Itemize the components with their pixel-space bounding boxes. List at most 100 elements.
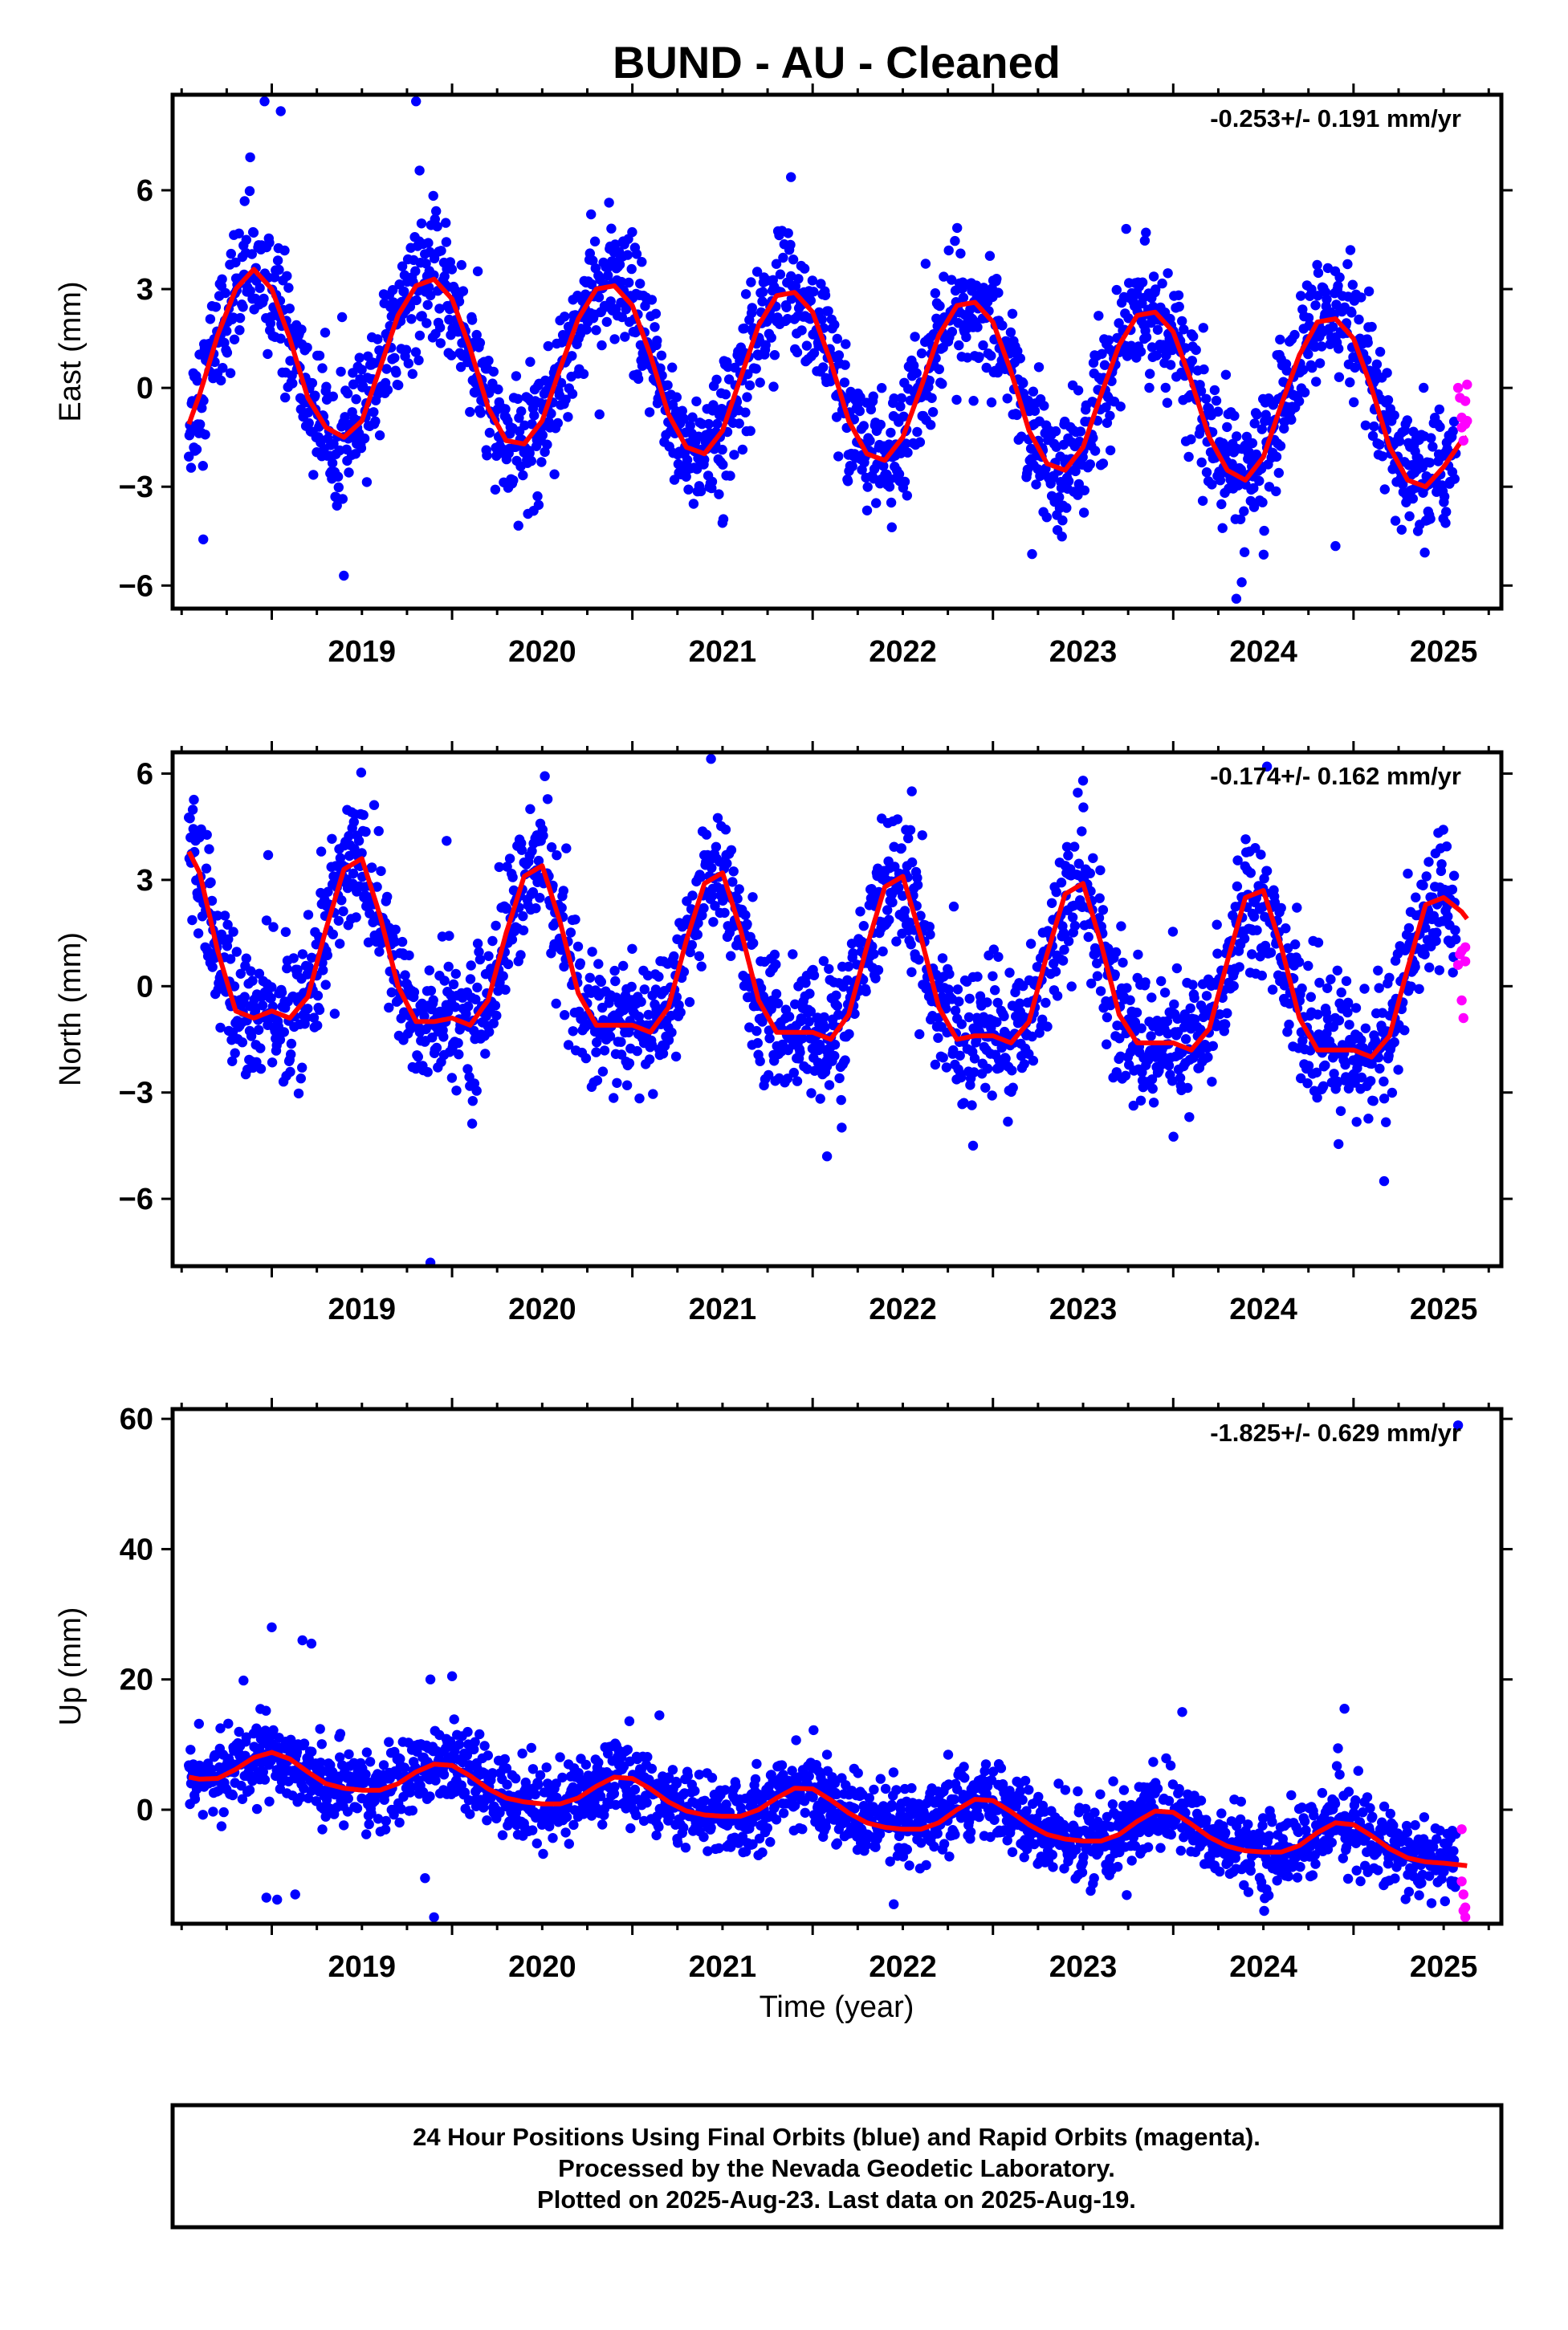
up-final-point: [189, 1794, 201, 1804]
north-final-point: [351, 912, 361, 923]
north-final-point: [386, 987, 397, 998]
north-final-point: [1381, 1117, 1391, 1127]
north-final-point: [708, 917, 719, 927]
east-final-point: [407, 369, 417, 379]
north-final-point: [1332, 965, 1343, 976]
north-model-curve: [186, 850, 1469, 1060]
east-outlier-point: [245, 152, 255, 163]
east-final-point: [603, 270, 613, 281]
east-final-point: [563, 412, 573, 422]
east-final-point: [958, 292, 969, 303]
north-final-point: [466, 1118, 478, 1129]
east-final-point: [737, 444, 748, 455]
north-final-point: [969, 1067, 979, 1077]
north-final-point: [941, 1062, 952, 1073]
north-final-point: [212, 910, 223, 921]
east-final-point: [758, 287, 768, 297]
north-final-point: [1379, 1076, 1389, 1087]
east-final-point: [801, 340, 813, 351]
north-final-point: [1110, 947, 1122, 958]
north-final-point: [1212, 948, 1223, 959]
north-final-point: [1374, 983, 1384, 993]
up-final-point: [425, 1791, 435, 1802]
east-outlier-point: [275, 106, 286, 116]
east-final-point: [1187, 356, 1198, 366]
east-final-point: [723, 374, 735, 385]
north-final-point: [1067, 912, 1078, 923]
up-final-point: [454, 1739, 465, 1750]
north-final-point: [372, 882, 382, 892]
east-final-point: [610, 239, 621, 250]
east-final-point: [1063, 476, 1074, 487]
north-final-point: [1130, 1017, 1141, 1028]
east-final-point: [1375, 439, 1385, 450]
east-final-point: [225, 368, 236, 378]
east-final-point: [1398, 479, 1408, 490]
east-final-point: [436, 246, 446, 256]
east-final-point: [825, 376, 836, 387]
north-final-point: [626, 981, 637, 992]
east-final-point: [955, 248, 966, 259]
east-final-point: [703, 418, 714, 430]
east-final-point: [336, 366, 346, 377]
north-final-point: [694, 951, 705, 962]
east-final-point: [631, 249, 642, 259]
east-final-point: [930, 288, 941, 299]
east-final-point: [734, 418, 744, 429]
east-final-point: [1157, 278, 1167, 289]
east-final-point: [950, 235, 960, 246]
north-final-point: [686, 939, 697, 951]
east-final-point: [616, 276, 627, 287]
east-final-point: [910, 332, 920, 342]
east-final-point: [283, 283, 294, 293]
east-final-point: [650, 308, 662, 319]
up-final-point: [479, 1741, 490, 1751]
north-final-point: [1366, 1076, 1376, 1086]
east-final-point: [234, 312, 246, 324]
north-outlier-point: [263, 849, 274, 861]
east-final-point: [671, 392, 682, 402]
east-final-point: [222, 326, 232, 336]
north-final-point: [1146, 1074, 1158, 1085]
east-final-point: [458, 286, 469, 296]
east-outlier-point: [339, 570, 349, 581]
east-final-point: [626, 263, 637, 275]
north-final-point: [937, 953, 948, 963]
north-final-point: [1220, 1019, 1231, 1030]
east-final-point: [416, 218, 427, 229]
north-final-point: [639, 984, 650, 995]
east-final-point: [546, 408, 556, 419]
north-final-point: [1414, 984, 1424, 995]
east-final-point: [1085, 459, 1096, 470]
east-y-tick-label: −3: [119, 470, 153, 504]
east-final-point: [920, 259, 931, 269]
east-final-point: [1273, 467, 1285, 479]
east-final-point: [820, 290, 831, 300]
north-final-point: [592, 1075, 603, 1086]
north-final-point: [1228, 980, 1239, 992]
east-final-point: [678, 413, 690, 424]
east-final-point: [1097, 348, 1107, 359]
up-final-point: [208, 1807, 218, 1817]
east-final-point: [1289, 329, 1300, 340]
north-final-point: [1255, 951, 1265, 962]
north-final-point: [427, 1033, 438, 1043]
east-final-point: [1271, 486, 1281, 497]
up-final-point: [264, 1796, 275, 1807]
east-outlier-point: [411, 96, 422, 107]
east-final-point: [303, 418, 314, 429]
east-final-point: [877, 383, 887, 393]
north-final-point: [1185, 1003, 1195, 1014]
north-final-point: [967, 1100, 977, 1110]
north-y-tick-label: 0: [136, 970, 153, 1004]
east-final-point: [1196, 457, 1207, 468]
up-final-point: [530, 1789, 540, 1800]
east-final-point: [1162, 397, 1173, 408]
north-final-point: [605, 1031, 616, 1042]
east-final-point: [847, 461, 857, 472]
north-final-point: [1110, 969, 1120, 980]
east-rapid-point: [1462, 416, 1472, 426]
north-final-point: [1418, 880, 1428, 891]
up-final-point: [462, 1726, 473, 1737]
